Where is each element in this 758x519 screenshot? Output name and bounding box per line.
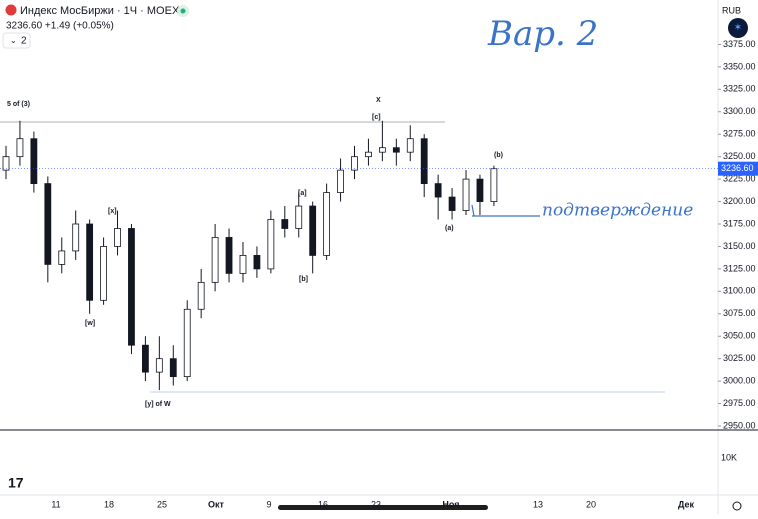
candle-body [114, 228, 121, 247]
candle-body [490, 168, 498, 202]
y-tick-label: 3225.00 [723, 173, 756, 183]
handwritten-line [471, 204, 475, 217]
chevron: ⌄ [10, 36, 17, 45]
volume-axis-label: 10K [721, 452, 737, 462]
logo: 17 [8, 475, 24, 491]
y-tick-label: 3125.00 [723, 263, 756, 273]
wave-label: X [376, 97, 381, 104]
y-tick-label: 3200.00 [723, 196, 756, 206]
handwritten-note: подтверждение [542, 201, 693, 221]
candle-body [434, 183, 442, 198]
avatar-icon: ✶ [734, 23, 742, 34]
x-tick-label: 20 [586, 499, 596, 509]
candle-body [281, 219, 289, 229]
y-tick-label: 3350.00 [723, 61, 756, 71]
candle-body [16, 138, 24, 158]
candle-body [169, 358, 177, 378]
wave-label: [x] [108, 208, 117, 215]
candle-body [86, 223, 94, 301]
x-tick-label: 25 [157, 499, 167, 509]
candle-body [295, 205, 303, 229]
candle-body [351, 156, 358, 171]
candle-body [323, 192, 331, 256]
candle-body [476, 178, 484, 202]
symbol-title[interactable]: Индекс МосБиржи · 1Ч · MOEX [20, 5, 180, 17]
y-tick-label: 3050.00 [723, 331, 756, 341]
x-tick-label: 11 [51, 499, 60, 509]
y-tick-label: 3325.00 [723, 84, 756, 94]
candle-body [378, 147, 386, 153]
x-tick-label: 18 [104, 499, 114, 509]
candle-body [225, 237, 233, 274]
y-tick-label: 3100.00 [723, 286, 756, 296]
x-tick-label: Ноя [442, 499, 459, 509]
candle-body [183, 308, 191, 378]
candle-body [2, 156, 10, 171]
wave-label: [y] of W [145, 401, 171, 408]
wave-label: 5 of (3) [7, 101, 30, 108]
y-tick-label: 3300.00 [723, 106, 756, 116]
x-tick-label: 23 [371, 499, 381, 509]
x-tick-label: Дек [678, 499, 695, 509]
candle-body [253, 255, 261, 270]
y-tick-label: 3075.00 [723, 308, 756, 318]
handwritten-note: Вар. 2 [487, 14, 598, 54]
candle-body [239, 255, 247, 274]
candle-body [155, 358, 163, 373]
scrollbar[interactable] [278, 505, 488, 510]
candle-body [462, 178, 470, 211]
candle-body [141, 344, 149, 373]
quote: 3236.60 +1.49 (+0.05%) [6, 21, 114, 32]
y-tick-label: 3000.00 [723, 375, 756, 385]
y-tick-label: 2950.00 [723, 420, 756, 430]
y-tick-label: 3025.00 [723, 353, 756, 363]
indicator-count: 2 [21, 36, 27, 47]
indicators-toggle[interactable] [2, 32, 31, 49]
candle-body [44, 183, 52, 265]
candle-body [420, 138, 428, 184]
candle-body [58, 250, 66, 265]
candle-body [337, 169, 344, 193]
settings-icon[interactable] [732, 501, 742, 511]
last-price-label: 3236.60 [721, 163, 754, 173]
wave-label: (a) [445, 225, 454, 232]
symbol-icon [5, 4, 17, 16]
y-tick-label: 3375.00 [723, 39, 756, 49]
avatar[interactable] [728, 18, 748, 38]
candle-body [30, 138, 38, 184]
candle-body [197, 281, 205, 310]
wave-label: [a] [298, 190, 307, 197]
candle-body [309, 205, 317, 256]
y-tick-label: 3275.00 [723, 129, 756, 139]
plot [2, 120, 498, 391]
currency[interactable]: RUB [722, 5, 741, 15]
wave-label: [c] [372, 114, 381, 121]
x-tick-label: 16 [318, 499, 328, 509]
candle-body [406, 138, 414, 153]
x-tick-label: 13 [533, 499, 543, 509]
wave-label: [b] [299, 276, 308, 283]
status-dot [180, 8, 186, 14]
last-price-box [718, 161, 758, 176]
y-tick-label: 2975.00 [723, 398, 756, 408]
candle-body [365, 151, 372, 158]
y-tick-label: 3175.00 [723, 218, 756, 228]
candle-body [267, 219, 275, 270]
candle-body [392, 147, 400, 153]
currency-box[interactable] [719, 3, 751, 18]
x-tick-label: Окт [208, 499, 225, 509]
x-tick-label: 9 [266, 499, 271, 509]
candle-body [72, 223, 80, 252]
y-tick-label: 3250.00 [723, 151, 756, 161]
wave-label: [w] [85, 320, 95, 327]
wave-label: (b) [494, 152, 503, 159]
candle-body [128, 228, 135, 346]
y-tick-label: 3150.00 [723, 241, 756, 251]
candle-body [211, 237, 219, 283]
candle-body [448, 196, 456, 211]
candle-body [100, 246, 107, 301]
